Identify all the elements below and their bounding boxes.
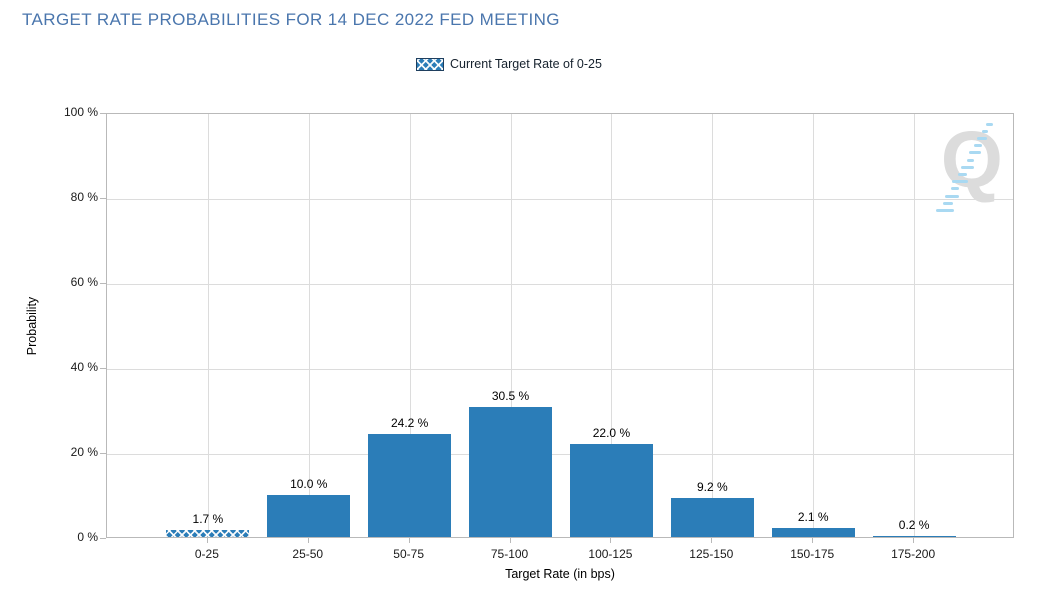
bar-value-label: 24.2 % — [390, 416, 429, 431]
legend-label: Current Target Rate of 0-25 — [450, 57, 602, 71]
y-axis-tick-label: 100 % — [63, 105, 98, 119]
bar-25-50[interactable] — [267, 494, 351, 537]
x-axis-tick-label: 25-50 — [292, 547, 324, 561]
y-axis-title: Probability — [25, 296, 39, 356]
y-gridline — [107, 369, 1013, 370]
watermark-dash — [982, 129, 989, 133]
x-gridline — [611, 114, 613, 537]
y-axis-tick — [100, 113, 106, 114]
plot-area: Q 1.7 %10.0 %24.2 %30.5 %22.0 %9.2 %2.1 … — [106, 113, 1014, 538]
y-axis-tick-label: 40 % — [70, 360, 98, 374]
x-axis-tick — [509, 538, 511, 543]
y-axis-tick-label: 20 % — [70, 445, 98, 459]
y-axis-tick-label: 80 % — [70, 190, 98, 204]
watermark-dash — [942, 201, 953, 205]
watermark-dash — [985, 122, 993, 126]
watermark-dash — [945, 194, 959, 198]
watermark-dash — [977, 137, 987, 140]
watermark-dash — [968, 151, 981, 155]
y-axis-tick-label: 60 % — [70, 275, 98, 289]
x-axis-tick-label: 125-150 — [689, 547, 734, 561]
x-gridline — [510, 114, 512, 537]
bar-75-100[interactable] — [469, 407, 553, 537]
y-gridline — [107, 454, 1013, 455]
y-axis-tick-label: 0 % — [77, 530, 98, 544]
bar-175-200[interactable] — [872, 536, 956, 537]
x-axis-tick — [711, 538, 713, 543]
x-axis-tick-label: 100-125 — [588, 547, 633, 561]
y-gridline — [107, 199, 1013, 200]
y-gridline — [107, 284, 1013, 285]
watermark-dash — [958, 173, 968, 176]
bar-100-125[interactable] — [569, 443, 653, 537]
watermark-dash — [966, 158, 974, 162]
x-axis-tick-label: 50-75 — [393, 547, 424, 561]
x-axis-title: Target Rate (in bps) — [505, 567, 615, 581]
bar-50-75[interactable] — [368, 434, 452, 537]
x-gridline — [207, 114, 209, 537]
bar-value-label: 9.2 % — [696, 479, 728, 494]
bar-value-label: 10.0 % — [290, 476, 328, 491]
x-axis-tick — [408, 538, 410, 543]
x-gridline — [914, 114, 916, 537]
x-gridline — [712, 114, 714, 537]
x-axis-tick — [913, 538, 915, 543]
x-axis-tick-label: 175-200 — [891, 547, 936, 561]
y-axis-tick — [100, 283, 106, 284]
legend[interactable]: Current Target Rate of 0-25 — [416, 57, 602, 71]
watermark-dash — [951, 187, 960, 191]
watermark-dash — [951, 180, 968, 184]
x-axis-tick-label: 75-100 — [490, 547, 529, 561]
x-axis-tick — [206, 538, 208, 543]
x-axis-tick — [307, 538, 309, 543]
bar-150-175[interactable] — [771, 528, 855, 537]
bar-125-150[interactable] — [670, 497, 754, 537]
watermark-dash — [960, 165, 974, 169]
page-title: TARGET RATE PROBABILITIES FOR 14 DEC 202… — [22, 10, 560, 29]
bar-value-label: 2.1 % — [797, 510, 829, 525]
bar-value-label: 30.5 % — [491, 389, 530, 404]
y-axis-tick — [100, 368, 106, 369]
bar-0-25[interactable] — [166, 529, 250, 537]
bar-value-label: 1.7 % — [192, 511, 224, 526]
y-axis-tick — [100, 453, 106, 454]
bar-value-label: 0.2 % — [898, 518, 930, 533]
y-axis-tick — [100, 198, 106, 199]
x-gridline — [409, 114, 411, 537]
x-axis-tick-label: 0-25 — [194, 547, 219, 561]
x-axis-tick — [610, 538, 612, 543]
bar-value-label: 22.0 % — [592, 425, 631, 440]
watermark-dash — [935, 209, 954, 212]
x-axis-tick — [812, 538, 814, 543]
watermark-dash — [974, 144, 982, 148]
legend-crosshatch-swatch-icon — [416, 57, 444, 71]
x-gridline — [308, 114, 310, 537]
x-axis-tick-label: 150-175 — [790, 547, 835, 561]
y-axis-tick — [100, 538, 106, 539]
x-gridline — [813, 114, 815, 537]
